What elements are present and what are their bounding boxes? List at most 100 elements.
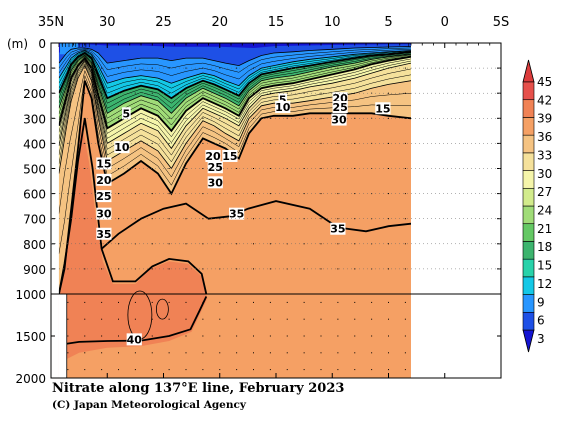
y-tick-label: 0	[38, 37, 46, 51]
y-tick-label: 400	[23, 137, 46, 151]
sample-point	[84, 268, 86, 270]
sample-point	[118, 168, 119, 169]
sample-point	[404, 352, 406, 354]
contour-line-4-2	[58, 52, 412, 104]
sample-point	[253, 92, 254, 94]
contour-label-bg	[332, 101, 348, 114]
y-tick-label: 1500	[15, 330, 46, 344]
sample-point	[185, 369, 187, 371]
sample-point	[236, 67, 238, 69]
colorbar-swatch	[522, 311, 535, 331]
contour-line-2-1	[58, 59, 412, 144]
sample-point	[303, 318, 305, 320]
contour-label-bg	[114, 141, 130, 154]
sample-point	[388, 318, 389, 320]
sample-point	[269, 117, 271, 119]
sample-point	[269, 268, 271, 270]
sample-point	[388, 142, 389, 144]
sample-point	[337, 369, 339, 371]
sample-point	[404, 218, 406, 220]
colorbar-swatch	[522, 276, 535, 295]
contour-line-1-2	[58, 61, 412, 156]
contour-label: 35	[330, 223, 345, 236]
contour-deep-ring-2	[155, 298, 169, 320]
x-tick-label: 30	[99, 15, 116, 30]
sample-point	[168, 117, 170, 119]
colorbar-label: 45	[537, 75, 552, 89]
sample-point	[168, 301, 170, 303]
sample-point	[118, 117, 119, 119]
colorbar-label: 21	[537, 222, 552, 236]
sample-point	[151, 301, 153, 303]
no-data-south	[411, 43, 501, 378]
sample-point	[236, 243, 238, 245]
sample-point	[269, 142, 271, 144]
sample-point	[84, 301, 86, 303]
sample-point	[151, 142, 153, 144]
sample-point	[388, 301, 389, 303]
sample-point	[337, 243, 339, 245]
sample-point	[320, 301, 322, 303]
sample-point	[67, 369, 69, 371]
colorbar-label: 27	[537, 185, 552, 199]
contour-label: 5	[279, 93, 287, 106]
sample-point	[303, 117, 305, 119]
sample-point	[168, 92, 170, 94]
sample-point	[320, 168, 322, 169]
sample-point	[101, 318, 103, 320]
contour-label-bg	[126, 333, 142, 346]
contour-label-bg	[207, 161, 223, 174]
sample-point	[388, 243, 389, 245]
sample-point	[202, 268, 204, 270]
contour-label: 5	[123, 107, 131, 120]
colorbar-label: 33	[537, 148, 552, 162]
colorbar-label: 24	[537, 204, 552, 218]
sample-point	[185, 92, 187, 94]
sample-point	[219, 369, 221, 371]
sample-point	[337, 301, 339, 303]
sample-point	[337, 193, 339, 195]
contour-label: 15	[222, 150, 237, 163]
sample-point	[269, 67, 271, 69]
contour-label-bg	[375, 102, 391, 115]
sample-point	[404, 243, 406, 245]
sample-point	[168, 218, 170, 220]
sample-point	[303, 168, 305, 169]
contour-label-bg	[207, 176, 223, 189]
contour-line-5-2	[58, 50, 412, 90]
contour-line-6-2	[58, 47, 412, 73]
y-tick-label: 300	[23, 112, 46, 126]
sample-point	[388, 352, 389, 354]
sample-point	[371, 335, 373, 337]
sample-point	[151, 117, 153, 119]
sample-point	[236, 168, 238, 169]
sample-point	[67, 301, 69, 303]
sample-point	[253, 335, 254, 337]
sample-point	[118, 318, 119, 320]
sample-point	[320, 92, 322, 94]
sample-point	[371, 301, 373, 303]
sample-point	[354, 142, 356, 144]
contour-label: 35	[96, 228, 111, 241]
sample-point	[388, 335, 389, 337]
sample-point	[354, 193, 356, 195]
sample-point	[84, 218, 86, 220]
sample-point	[101, 243, 103, 245]
contour-label-bg	[330, 222, 346, 235]
contour-40-deep	[62, 296, 208, 346]
sample-point	[118, 369, 119, 371]
sample-point	[236, 92, 238, 94]
sample-point	[168, 168, 170, 169]
sample-point	[303, 301, 305, 303]
sample-point	[236, 335, 238, 337]
contour-label: 40	[127, 333, 143, 346]
sample-point	[118, 193, 119, 195]
sample-point	[320, 67, 322, 69]
sample-point	[269, 301, 271, 303]
colorbar: 45 42 39 36 33 30 27 24 21 18 15 12 9 6 3	[522, 59, 552, 353]
sample-point	[320, 369, 322, 371]
sample-point	[320, 335, 322, 337]
y-unit-label: (m)	[7, 37, 28, 51]
colorbar-swatch	[522, 223, 535, 242]
sample-point	[354, 243, 356, 245]
